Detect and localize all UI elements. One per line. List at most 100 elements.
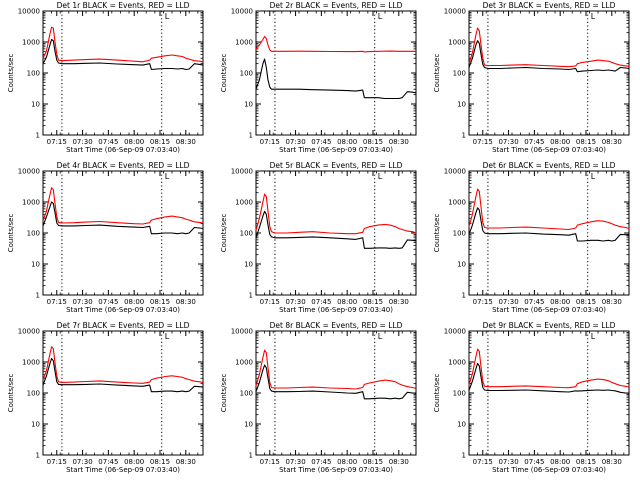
- x-tick-label: 07:15: [47, 458, 67, 466]
- y-axis-label: Counts/sec: [7, 54, 15, 93]
- x-tick-label: 07:15: [47, 138, 67, 146]
- corner-marker: L: [165, 332, 170, 341]
- y-tick-label: 10: [457, 261, 466, 269]
- panel-title: Det 5r BLACK = Events, RED = LLD: [270, 161, 403, 170]
- panel-title: Det 4r BLACK = Events, RED = LLD: [57, 161, 190, 170]
- y-tick-label: 10: [457, 421, 466, 429]
- panel-9: Det 9r BLACK = Events, RED = LLD 1 10 100 10…: [433, 321, 630, 474]
- panel-6: Det 6r BLACK = Events, RED = LLD 1 10 100 10…: [433, 161, 630, 314]
- x-axis-label: Start Time (06-Sep-09 07:03:40): [492, 146, 606, 154]
- x-tick-label: 08:15: [576, 138, 596, 146]
- y-tick-label: 10: [31, 101, 40, 109]
- y-tick-label: 1: [249, 132, 253, 140]
- panel-2: Det 2r BLACK = Events, RED = LLD 1 10 100 10…: [220, 1, 417, 154]
- x-tick-label: 08:30: [176, 138, 196, 146]
- y-tick-label: 10: [457, 101, 466, 109]
- corner-marker: L: [378, 172, 383, 181]
- x-tick-label: 07:45: [98, 138, 118, 146]
- x-tick-label: 08:00: [550, 138, 570, 146]
- series-lld: [42, 187, 204, 225]
- panel-title: Det 1r BLACK = Events, RED = LLD: [57, 1, 190, 10]
- corner-marker: L: [378, 332, 383, 341]
- y-tick-label: 1: [36, 292, 40, 300]
- x-axis-label: Start Time (06-Sep-09 07:03:40): [492, 306, 606, 314]
- y-tick-label: 10: [31, 261, 40, 269]
- x-tick-label: 07:45: [524, 298, 544, 306]
- y-tick-label: 10000: [444, 8, 466, 16]
- x-tick-label: 07:45: [98, 298, 118, 306]
- x-tick-label: 08:00: [124, 138, 144, 146]
- x-tick-label: 08:30: [176, 298, 196, 306]
- y-tick-label: 1: [36, 132, 40, 140]
- y-tick-label: 10000: [444, 168, 466, 176]
- y-axis-label: Counts/sec: [220, 214, 228, 253]
- y-tick-label: 100: [240, 230, 253, 238]
- panel-3: Det 3r BLACK = Events, RED = LLD 1 10 100 10…: [433, 1, 630, 154]
- y-tick-label: 100: [453, 70, 466, 78]
- x-tick-label: 08:00: [337, 298, 357, 306]
- series-lld: [255, 193, 417, 235]
- x-tick-label: 08:30: [389, 458, 409, 466]
- panel-title: Det 3r BLACK = Events, RED = LLD: [483, 1, 616, 10]
- y-tick-label: 100: [27, 390, 40, 398]
- panel-1: Det 1r BLACK = Events, RED = LLD 1 10 100 10…: [7, 1, 204, 154]
- x-tick-label: 07:30: [72, 298, 92, 306]
- x-tick-label: 08:15: [576, 458, 596, 466]
- x-tick-label: 08:30: [602, 458, 622, 466]
- x-tick-label: 07:15: [473, 458, 493, 466]
- x-tick-label: 07:45: [98, 458, 118, 466]
- y-tick-label: 1000: [448, 39, 466, 47]
- x-tick-label: 07:15: [473, 138, 493, 146]
- y-axis-label: Counts/sec: [7, 374, 15, 413]
- x-tick-label: 08:30: [389, 138, 409, 146]
- x-tick-label: 07:30: [498, 138, 518, 146]
- series-events: [468, 362, 630, 394]
- x-tick-label: 07:15: [473, 298, 493, 306]
- plot-frame: [468, 330, 630, 456]
- y-tick-label: 1: [462, 452, 466, 460]
- corner-marker: L: [591, 12, 596, 21]
- y-tick-label: 100: [27, 70, 40, 78]
- series-lld: [42, 26, 204, 63]
- y-tick-label: 1: [36, 452, 40, 460]
- y-tick-label: 1: [249, 452, 253, 460]
- panel-title: Det 8r BLACK = Events, RED = LLD: [270, 321, 403, 330]
- x-axis-label: Start Time (06-Sep-09 07:03:40): [66, 466, 180, 474]
- series-events: [42, 38, 204, 71]
- y-tick-label: 100: [240, 390, 253, 398]
- x-tick-label: 08:00: [124, 458, 144, 466]
- series-events: [255, 58, 417, 100]
- y-tick-label: 10000: [18, 328, 40, 336]
- x-axis-label: Start Time (06-Sep-09 07:03:40): [66, 146, 180, 154]
- y-tick-label: 10000: [444, 328, 466, 336]
- x-tick-label: 08:30: [602, 138, 622, 146]
- x-tick-label: 08:15: [150, 458, 170, 466]
- series-events: [255, 210, 417, 249]
- x-tick-label: 07:45: [311, 458, 331, 466]
- x-tick-label: 08:15: [363, 458, 383, 466]
- x-tick-label: 07:15: [260, 298, 280, 306]
- x-tick-label: 07:30: [72, 458, 92, 466]
- y-tick-label: 100: [453, 390, 466, 398]
- y-tick-label: 1000: [235, 39, 253, 47]
- y-tick-label: 10000: [18, 8, 40, 16]
- panel-title: Det 7r BLACK = Events, RED = LLD: [57, 321, 190, 330]
- series-lld: [468, 27, 630, 68]
- x-tick-label: 07:30: [498, 298, 518, 306]
- x-tick-label: 07:30: [285, 458, 305, 466]
- plot-frame: [255, 330, 417, 456]
- x-tick-label: 08:15: [150, 138, 170, 146]
- y-tick-label: 10000: [18, 168, 40, 176]
- x-tick-label: 08:30: [602, 298, 622, 306]
- corner-marker: L: [165, 12, 170, 21]
- x-tick-label: 08:00: [124, 298, 144, 306]
- series-events: [42, 357, 204, 393]
- x-axis-label: Start Time (06-Sep-09 07:03:40): [279, 146, 393, 154]
- series-events: [255, 364, 417, 400]
- x-tick-label: 08:15: [363, 298, 383, 306]
- plot-frame: [255, 10, 417, 136]
- x-tick-label: 07:45: [524, 458, 544, 466]
- y-tick-label: 1: [462, 132, 466, 140]
- series-lld: [255, 35, 416, 53]
